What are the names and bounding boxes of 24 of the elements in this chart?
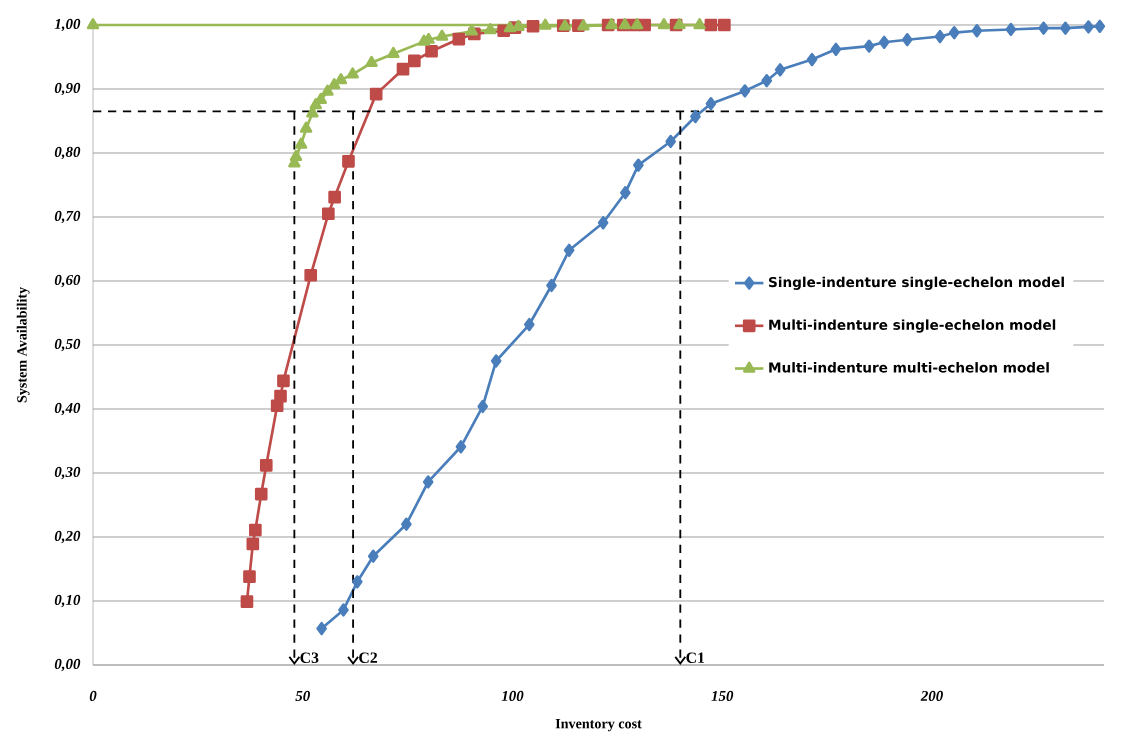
y-tick-label: 0,40 — [54, 402, 81, 416]
legend-label: Single-indenture single-echelon model — [769, 276, 1064, 290]
y-tick-label: 0,50 — [54, 338, 81, 352]
x-tick-label: 200 — [920, 690, 943, 701]
y-tick-label: 0,70 — [54, 210, 81, 224]
x-tick-label: 150 — [711, 690, 734, 701]
y-tick-label: 0,80 — [54, 146, 81, 160]
y-tick-label: 0,30 — [54, 466, 81, 480]
y-tick-label: 1,00 — [54, 18, 81, 32]
y-tick-label: 0,90 — [54, 82, 81, 96]
y-tick-label: 0,10 — [54, 594, 81, 608]
y-tick-label: 0,60 — [54, 274, 81, 288]
legend-label: Multi-indenture multi-echelon model — [769, 362, 1049, 373]
x-tick-label: 0 — [89, 690, 97, 701]
x-tick-label: 100 — [501, 690, 524, 701]
y-axis-title: System Availability — [16, 287, 30, 403]
ref-line-label: C3 — [300, 652, 319, 664]
x-tick-label: 50 — [295, 690, 310, 701]
ref-line-label: C2 — [359, 652, 378, 664]
legend-label: Multi-indenture single-echelon model — [769, 319, 1056, 333]
y-tick-label: 0,20 — [54, 530, 81, 544]
y-tick-label: 0,00 — [54, 658, 81, 672]
x-axis-title: Inventory cost — [555, 719, 642, 732]
ref-line-label: C1 — [686, 652, 705, 664]
